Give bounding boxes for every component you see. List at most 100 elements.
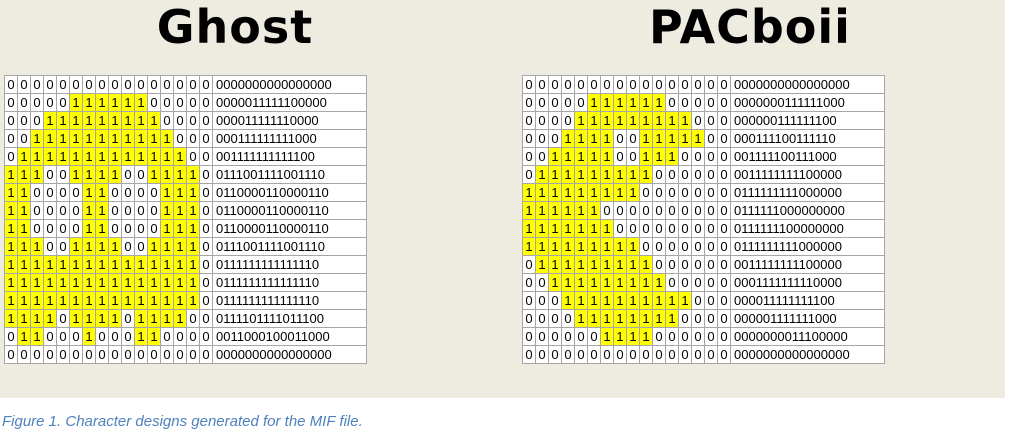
bitmap-cell: 1	[43, 147, 57, 166]
bitmap-cell: 0	[561, 309, 575, 328]
bitmap-cell: 1	[639, 291, 653, 310]
bitmap-cell: 1	[522, 201, 536, 220]
bitmap-cell: 1	[4, 201, 18, 220]
bitmap-cell: 0	[639, 201, 653, 220]
bitmap-cell: 1	[691, 129, 705, 148]
bitmap-cell: 0	[56, 237, 70, 256]
bitmap-cell: 0	[43, 237, 57, 256]
bitmap-cell: 1	[108, 129, 122, 148]
bitmap-cell: 0	[199, 273, 213, 292]
bitmap-cell: 1	[574, 237, 588, 256]
bitmap-cell: 0	[717, 219, 731, 238]
bitmap-cell: 1	[69, 237, 83, 256]
bitmap-cell: 0	[173, 93, 187, 112]
bitmap-cell: 1	[82, 183, 96, 202]
bitmap-cell: 0	[548, 309, 562, 328]
bitmap-cell: 0	[56, 327, 70, 346]
bitmap-cell: 0	[4, 129, 18, 148]
bitmap-cell: 1	[134, 111, 148, 130]
bitmap-cell: 0	[17, 345, 31, 364]
bitmap-cell: 0	[665, 345, 679, 364]
bitmap-cell: 0	[134, 237, 148, 256]
bitmap-cell: 0	[548, 129, 562, 148]
bitmap-cell: 0	[613, 147, 627, 166]
bitmap-cell: 1	[535, 237, 549, 256]
bitmap-cell: 0	[717, 129, 731, 148]
bitmap-cell: 0	[69, 345, 83, 364]
binary-row-label: 0000000000000000	[730, 345, 885, 364]
bitmap-cell: 0	[56, 309, 70, 328]
bitmap-cell: 0	[548, 75, 562, 94]
bitmap-row: 1 1 1 1 1 1 1 0 0 0 0 0 0 0 0 0 0111111100000000	[522, 219, 885, 238]
bitmap-cell: 0	[121, 75, 135, 94]
pacboii-title: PACboii	[649, 0, 851, 54]
bitmap-cell: 1	[548, 237, 562, 256]
bitmap-cell: 0	[613, 129, 627, 148]
bitmap-cell: 1	[626, 93, 640, 112]
bitmap-cell: 1	[108, 93, 122, 112]
bitmap-cell: 0	[108, 201, 122, 220]
bitmap-cell: 0	[147, 75, 161, 94]
bitmap-cell: 0	[535, 129, 549, 148]
bitmap-cell: 0	[652, 237, 666, 256]
bitmap-cell: 1	[535, 255, 549, 274]
bitmap-cell: 0	[717, 165, 731, 184]
bitmap-cell: 1	[561, 219, 575, 238]
bitmap-cell: 0	[704, 273, 718, 292]
bitmap-cell: 0	[704, 93, 718, 112]
binary-row-label: 0000011111100000	[212, 93, 367, 112]
bitmap-cell: 0	[574, 75, 588, 94]
bitmap-cell: 1	[561, 237, 575, 256]
bitmap-cell: 0	[43, 201, 57, 220]
bitmap-cell: 1	[561, 183, 575, 202]
bitmap-cell: 1	[160, 273, 174, 292]
bitmap-cell: 0	[704, 255, 718, 274]
bitmap-cell: 1	[600, 291, 614, 310]
bitmap-cell: 1	[95, 255, 109, 274]
bitmap-cell: 0	[561, 327, 575, 346]
bitmap-cell: 1	[186, 237, 200, 256]
bitmap-row: 1 1 1 1 1 1 1 1 1 1 1 1 1 1 1 0 0111111111111110	[4, 291, 367, 310]
bitmap-cell: 1	[4, 219, 18, 238]
bitmap-cell: 1	[626, 291, 640, 310]
bitmap-cell: 0	[95, 345, 109, 364]
bitmap-cell: 1	[30, 291, 44, 310]
bitmap-cell: 1	[613, 327, 627, 346]
binary-row-label: 0000000000000000	[212, 75, 367, 94]
bitmap-cell: 1	[600, 327, 614, 346]
bitmap-cell: 1	[665, 147, 679, 166]
bitmap-cell: 0	[56, 183, 70, 202]
bitmap-cell: 1	[108, 237, 122, 256]
bitmap-cell: 1	[17, 273, 31, 292]
binary-row-label: 0111001111001110	[212, 165, 367, 184]
bitmap-cell: 0	[173, 129, 187, 148]
bitmap-cell: 0	[626, 147, 640, 166]
bitmap-cell: 1	[134, 273, 148, 292]
bitmap-cell: 0	[522, 93, 536, 112]
bitmap-cell: 0	[535, 345, 549, 364]
bitmap-cell: 1	[665, 129, 679, 148]
bitmap-cell: 0	[600, 345, 614, 364]
bitmap-cell: 0	[626, 75, 640, 94]
bitmap-cell: 1	[56, 291, 70, 310]
bitmap-cell: 0	[717, 291, 731, 310]
bitmap-cell: 0	[160, 327, 174, 346]
bitmap-cell: 0	[186, 345, 200, 364]
bitmap-cell: 0	[535, 273, 549, 292]
bitmap-cell: 1	[147, 255, 161, 274]
bitmap-cell: 1	[82, 327, 96, 346]
bitmap-cell: 0	[69, 75, 83, 94]
bitmap-cell: 0	[535, 309, 549, 328]
bitmap-cell: 1	[587, 183, 601, 202]
bitmap-cell: 1	[173, 291, 187, 310]
bitmap-cell: 0	[4, 93, 18, 112]
bitmap-cell: 1	[43, 129, 57, 148]
bitmap-cell: 0	[678, 75, 692, 94]
bitmap-cell: 0	[522, 111, 536, 130]
bitmap-cell: 1	[30, 237, 44, 256]
bitmap-cell: 1	[95, 309, 109, 328]
bitmap-cell: 0	[43, 219, 57, 238]
ghost-bitmap-table: 0 0 0 0 0 0 0 0 0 0 0 0 0 0 0 0 0000000000000000 0 0 0 0 0 1 1 1…	[4, 75, 367, 364]
bitmap-cell: 1	[69, 147, 83, 166]
bitmap-cell: 1	[82, 255, 96, 274]
